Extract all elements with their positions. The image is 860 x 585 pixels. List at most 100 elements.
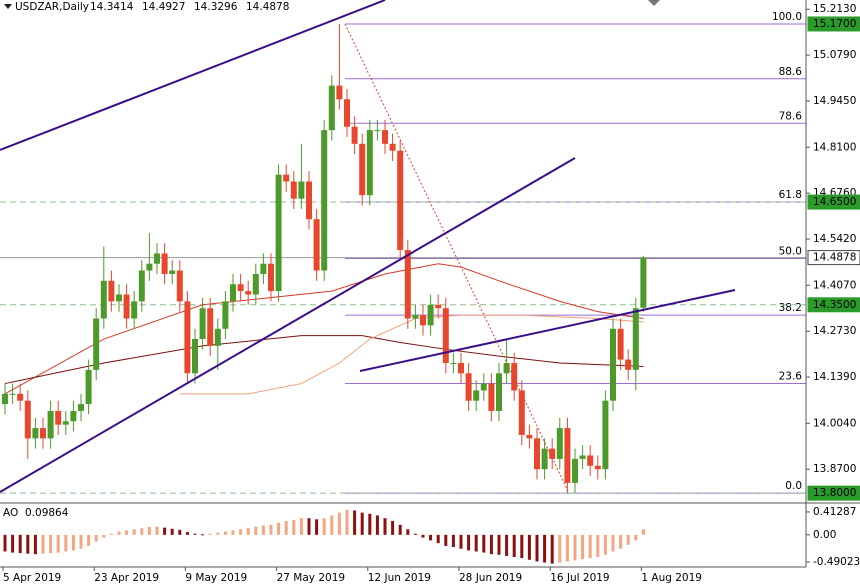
x-tick-label: 5 Apr 2019: [3, 572, 61, 584]
ao-bar: [125, 530, 129, 535]
ao-bar: [307, 518, 311, 535]
candle-body: [526, 434, 533, 439]
symbol-menu-icon[interactable]: [4, 4, 12, 9]
y-tick-label: 15.2130: [813, 3, 856, 15]
ao-tick-label: -0.49023: [813, 556, 860, 568]
ao-bar: [596, 534, 600, 558]
ao-bar: [360, 512, 364, 535]
candle-body: [617, 328, 624, 360]
ao-bar: [330, 515, 334, 535]
ao-bar: [94, 534, 98, 542]
candle-body: [366, 130, 373, 196]
fib-level-label: 78.6: [779, 110, 803, 122]
candle-body: [587, 455, 594, 466]
price-label-box: [807, 297, 860, 313]
candle-body: [389, 143, 396, 151]
price-label: 14.6500: [813, 196, 856, 208]
ao-bar: [558, 534, 562, 563]
ao-bar: [573, 534, 577, 561]
candle-body: [47, 410, 54, 439]
ao-bar: [18, 534, 22, 554]
candle-body: [450, 363, 457, 365]
fib-level-label: 38.2: [779, 302, 802, 314]
candle-body: [24, 400, 31, 439]
ao-bar: [565, 534, 569, 562]
ao-bar: [603, 534, 607, 555]
header-open: 14.3414: [90, 1, 134, 13]
candle-body: [214, 328, 221, 346]
ao-bar: [193, 533, 197, 535]
fib-level-label: 23.6: [779, 371, 803, 383]
ao-bar: [71, 534, 75, 551]
y-tick-label: 14.2730: [813, 325, 856, 337]
ao-bar: [64, 534, 68, 552]
candle-body: [359, 143, 366, 196]
candle-body: [397, 150, 404, 250]
ao-name: AO: [3, 507, 18, 519]
trend-line: [0, 0, 386, 151]
x-tick-label: 1 Aug 2019: [641, 572, 702, 584]
fib-level-label: 61.8: [779, 189, 802, 201]
candle-body: [260, 263, 267, 274]
ao-bar: [140, 528, 144, 535]
price-label: 15.1700: [813, 18, 856, 30]
ao-bar: [201, 534, 205, 536]
ao-bar: [132, 529, 136, 535]
ao-bar: [337, 512, 341, 535]
ao-bar: [505, 534, 509, 556]
ao-bar: [261, 525, 265, 535]
candle-body: [131, 301, 138, 319]
ao-bar: [231, 530, 235, 535]
ao-bar: [284, 520, 288, 535]
ao-bar: [102, 534, 106, 538]
candle-body: [534, 438, 540, 470]
candle-body: [625, 359, 632, 370]
candle-body: [275, 174, 282, 292]
candle-body: [427, 304, 434, 326]
ao-bar: [322, 518, 326, 535]
ao-tick-label: 0.41287: [813, 506, 856, 518]
candle-body: [17, 393, 24, 401]
trend-line: [359, 289, 736, 372]
candle-body: [435, 304, 442, 309]
candle-body: [404, 250, 411, 319]
ao-bar: [619, 534, 623, 549]
ao-bar: [277, 522, 281, 535]
candle-body: [283, 174, 290, 182]
price-label: 14.3500: [813, 299, 856, 311]
ao-bar: [49, 534, 53, 554]
ao-bar: [550, 534, 554, 564]
candle-body: [55, 410, 62, 425]
ao-bar: [406, 529, 410, 535]
candle-body: [579, 455, 586, 459]
ao-bar: [147, 527, 151, 535]
ao-bar: [581, 534, 585, 560]
ao-bar: [87, 534, 91, 546]
ao-bar: [451, 534, 455, 548]
ao-bar: [512, 534, 516, 558]
ao-bar: [467, 534, 471, 551]
candle-body: [473, 390, 480, 401]
candle-body: [412, 315, 419, 319]
ao-bar: [482, 534, 486, 553]
candle-body: [488, 383, 495, 411]
candle-body: [640, 257, 647, 308]
candle-body: [503, 363, 510, 374]
ao-bar: [216, 532, 220, 535]
candle-body: [199, 308, 206, 340]
price-label: 14.4878: [813, 252, 856, 264]
ao-bar: [185, 532, 189, 535]
price-label: 13.8000: [813, 487, 856, 499]
ao-bar: [178, 529, 182, 535]
candle-layer: [2, 23, 647, 494]
ao-layer: [3, 509, 645, 564]
ao-bar: [26, 534, 30, 554]
ao-bar: [254, 526, 258, 535]
axis-layer: 15.213015.079014.945014.810014.676014.54…: [2, 3, 860, 584]
candle-body: [32, 428, 39, 439]
candle-body: [123, 294, 130, 319]
candle-body: [9, 393, 16, 395]
candle-body: [290, 181, 297, 199]
ao-bar: [497, 534, 501, 555]
